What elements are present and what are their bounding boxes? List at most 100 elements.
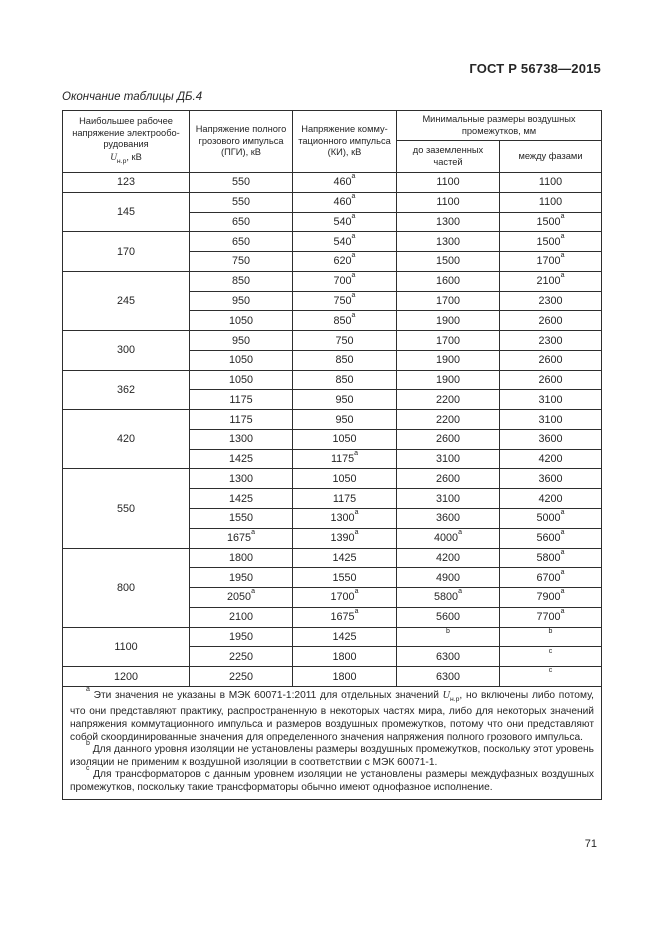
value-cell: 6700a	[499, 567, 602, 589]
value-cell: 2300	[499, 330, 602, 351]
table-row: 362 1050 850 1900 2600	[62, 369, 602, 411]
value-cell: 1050	[292, 428, 397, 450]
value-cell: 5800a	[396, 587, 500, 608]
value-cell: 5800a	[499, 547, 602, 569]
table-row: 145 550 460a 1100 1100	[62, 191, 602, 233]
value-cell: 1550	[189, 508, 293, 529]
value-cell: 1100	[396, 191, 500, 213]
value-cell: 850	[292, 349, 397, 371]
value-cell: 1100	[499, 172, 602, 193]
value-cell: 1500	[396, 251, 500, 272]
table-row: 123 550 460a 1100 1100	[62, 172, 602, 193]
working-voltage-cell: 1200	[62, 666, 190, 687]
value-cell: 1050	[292, 468, 397, 490]
symbol-part: U	[442, 689, 450, 701]
working-voltage-cell: 550	[62, 468, 190, 549]
value-cell: 3600	[499, 428, 602, 450]
value-cell: 950	[189, 330, 293, 351]
value-cell: 1175	[189, 409, 293, 430]
table-row: 1200 2250 1800 6300 c	[62, 666, 602, 687]
working-voltage-cell: 800	[62, 547, 190, 628]
footnote: b Для данного уровня изоляции не установ…	[70, 740, 594, 768]
value-cell: 650	[189, 211, 293, 233]
table-caption: Окончание таблицы ДБ.4	[62, 91, 203, 103]
table-row: 300 950 750 1700 2300	[62, 330, 602, 371]
value-cell: 2250	[189, 666, 293, 687]
value-cell: 1300a	[292, 508, 397, 529]
value-cell: 1425	[189, 488, 293, 510]
value-cell: 850	[189, 270, 293, 292]
table-row: 1100 1950 1425 b b	[62, 626, 602, 668]
value-cell: 1500a	[499, 231, 602, 253]
value-cell: 2050a	[189, 587, 293, 608]
header-switching-impulse: Напряжение комму- тационного импульса (К…	[292, 110, 397, 173]
footnote-marker: c	[86, 765, 90, 773]
table-row: 550 1300 1050 2600 3600	[62, 468, 602, 549]
table-header: Наибольшее рабочее напряжение электрообо…	[62, 110, 602, 173]
symbol-part: н.р	[449, 695, 460, 703]
header-clearances-group-text: Минимальные размеры воздушных промежутко…	[422, 114, 576, 136]
value-cell: c	[499, 666, 602, 687]
value-cell: 1900	[396, 349, 500, 371]
table-row: 650 540a 1300 1500a	[63, 211, 602, 233]
value-cell: 750	[292, 330, 397, 351]
value-cell: 2100	[189, 606, 293, 628]
working-voltage-cell: 145	[62, 191, 190, 233]
value-cell: 1390a	[292, 527, 397, 549]
value-cell: 1700a	[499, 251, 602, 272]
value-cell: 1175	[292, 488, 397, 510]
footnote-marker: b	[86, 740, 90, 748]
value-cell: 1300	[396, 211, 500, 233]
value-cell: 850	[292, 369, 397, 391]
working-voltage-cell: 362	[62, 369, 190, 411]
value-cell: 540a	[292, 211, 397, 233]
value-cell: 1900	[396, 369, 500, 391]
header-working-voltage: Наибольшее рабочее напряжение электрообо…	[62, 110, 190, 173]
value-cell: 3100	[499, 389, 602, 411]
value-cell: 1675a	[189, 527, 293, 549]
value-cell: 550	[189, 191, 293, 213]
table-row: 420 1175 950 2200 3100	[62, 409, 602, 470]
table-row: 800 1800 1425 4200 5800a	[62, 547, 602, 628]
value-cell: b	[499, 626, 602, 648]
value-cell: 1950	[189, 626, 293, 648]
u-symbol-unit: , кВ	[126, 151, 142, 162]
value-cell: 4000a	[396, 527, 500, 549]
value-cell: 1050	[189, 369, 293, 391]
table-row: 1550 1300a 3600 5000a	[63, 508, 602, 529]
value-cell: 2200	[396, 409, 500, 430]
value-cell: 1675a	[292, 606, 397, 628]
value-cell: 1800	[292, 646, 397, 668]
value-cell: c	[499, 646, 602, 668]
table-row: 1675a 1390a 4000a 5600a	[63, 527, 602, 549]
value-cell: 1800	[189, 547, 293, 569]
value-cell: 1425	[292, 547, 397, 569]
header-switching-impulse-text: Напряжение комму- тационного импульса (К…	[298, 124, 391, 158]
header-lightning-impulse: Напряжение полного грозового импульса (П…	[189, 110, 293, 173]
working-voltage-cell: 245	[62, 270, 190, 332]
value-cell: 1300	[189, 468, 293, 490]
value-cell: 1500a	[499, 211, 602, 233]
value-cell: 1300	[396, 231, 500, 253]
working-voltage-cell: 420	[62, 409, 190, 470]
table-row: 1050 850 1900 2600	[63, 349, 602, 371]
value-cell: 1100	[499, 191, 602, 213]
value-cell: 750a	[292, 290, 397, 312]
table-body: 123 550 460a 1100 1100 145 550 460a 1100 1100 650 5…	[62, 172, 602, 687]
value-cell: 1100	[396, 172, 500, 193]
value-cell: 3100	[396, 448, 500, 470]
value-cell: 1175	[189, 389, 293, 411]
value-cell: 2600	[499, 369, 602, 391]
value-cell: 460a	[292, 191, 397, 213]
value-cell: 540a	[292, 231, 397, 253]
value-cell: 5600a	[499, 527, 602, 549]
page-number: 71	[584, 838, 597, 850]
value-cell: 2300	[499, 290, 602, 312]
header-phase-to-phase-text: между фазами	[518, 150, 583, 161]
value-cell: 4900	[396, 567, 500, 589]
table-row: 1050 850a 1900 2600	[63, 310, 602, 332]
table-row: 2100 1675a 5600 7700a	[63, 606, 602, 628]
value-cell: 1900	[396, 310, 500, 332]
value-cell: 1700	[396, 330, 500, 351]
value-cell: 850a	[292, 310, 397, 332]
